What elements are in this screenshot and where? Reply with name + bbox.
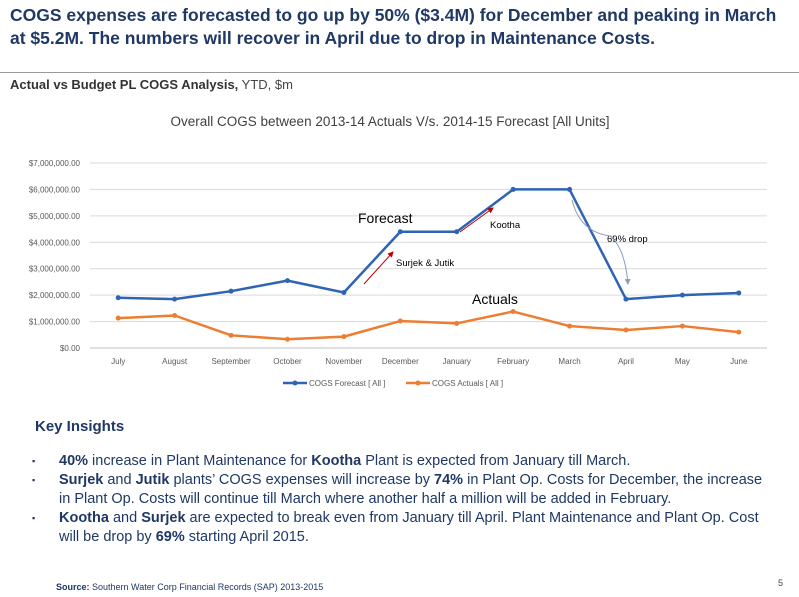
- x-tick-label: September: [211, 357, 250, 366]
- y-tick-label: $4,000,000.00: [29, 238, 81, 247]
- series-line-1: [118, 310, 739, 341]
- insight-text: increase in Plant Maintenance for: [88, 453, 312, 469]
- x-tick-label: April: [618, 357, 634, 366]
- subheader-bold: Actual vs Budget PL COGS Analysis,: [10, 77, 239, 92]
- x-tick-label: March: [558, 357, 580, 366]
- chart-title: Overall COGS between 2013-14 Actuals V/s…: [171, 114, 610, 129]
- insight-text: Plant is expected from January till Marc…: [361, 453, 631, 469]
- data-point: [228, 288, 234, 294]
- drop-arrow: [571, 199, 631, 285]
- annotation-surjek-jutik: Surjek & Jutik: [396, 258, 454, 269]
- data-point: [736, 290, 742, 296]
- insight-bold: Jutik: [135, 472, 170, 488]
- y-tick-label: $0.00: [60, 344, 81, 353]
- insight-item: ▪ 40% increase in Plant Maintenance for K…: [32, 452, 772, 471]
- legend-label: COGS Actuals [ All ]: [432, 379, 503, 388]
- subheader-normal: YTD, $m: [238, 77, 293, 92]
- insight-text: and: [108, 510, 142, 526]
- insight-item: ▪ Kootha and Surjek are expected to break…: [32, 509, 772, 547]
- y-axis: $0.00 $1,000,000.00 $2,000,000.00 $3,000,00…: [29, 159, 81, 353]
- x-axis: July August September October November Decemb…: [111, 357, 748, 366]
- page-number: 5: [778, 578, 784, 588]
- x-tick-label: July: [111, 357, 125, 366]
- data-point: [454, 229, 460, 235]
- annotation-drop: 69% drop: [607, 234, 648, 245]
- legend-marker: [292, 380, 298, 386]
- data-point: [172, 296, 178, 302]
- insight-text: starting April 2015.: [184, 529, 309, 545]
- data-point: [115, 295, 121, 301]
- data-point: [454, 320, 460, 326]
- data-point: [397, 318, 403, 324]
- insight-bold: 69%: [155, 529, 185, 545]
- data-point: [397, 229, 403, 235]
- source-note: Source: Southern Water Corp Financial Re…: [56, 582, 323, 592]
- x-tick-label: December: [382, 357, 419, 366]
- insight-bold: Surjek: [59, 472, 104, 488]
- insights-title: Key Insights: [35, 418, 125, 435]
- data-point: [736, 329, 742, 335]
- y-tick-label: $3,000,000.00: [29, 265, 81, 274]
- legend-label: COGS Forecast [ All ]: [309, 379, 385, 388]
- insight-bold: 40%: [59, 453, 89, 469]
- legend-marker: [415, 380, 421, 386]
- x-tick-label: November: [325, 357, 362, 366]
- series-line-0: [118, 188, 739, 301]
- source-label: Source:: [56, 582, 90, 592]
- data-point: [567, 186, 573, 192]
- insight-item: ▪ Surjek and Jutik plants’ COGS expenses …: [32, 471, 772, 509]
- data-point: [172, 312, 178, 318]
- insight-text: in Plant Op. Costs for December, the inc…: [59, 472, 763, 507]
- insight-text: and: [103, 472, 136, 488]
- insight-bold: Kootha: [59, 510, 109, 526]
- headline: COGS expenses are forecasted to go up by…: [10, 5, 777, 48]
- data-point: [228, 332, 234, 338]
- chart-legend: COGS Forecast [ All ] COGS Actuals [ All …: [283, 379, 503, 388]
- bullet-icon: ▪: [32, 456, 36, 466]
- annotation-kootha: Kootha: [490, 220, 521, 231]
- data-point: [341, 290, 347, 295]
- chart-series: [115, 186, 742, 342]
- x-tick-label: January: [442, 357, 470, 366]
- x-tick-label: February: [497, 357, 529, 366]
- data-point: [341, 334, 347, 340]
- chart-annotations: Forecast Actuals Surjek & Jutik Kootha 6…: [358, 199, 648, 307]
- data-point: [510, 186, 516, 192]
- data-point: [567, 323, 573, 329]
- annotation-actuals: Actuals: [472, 291, 518, 307]
- data-point: [679, 292, 685, 298]
- annotation-forecast: Forecast: [358, 210, 413, 226]
- subheader: Actual vs Budget PL COGS Analysis, YTD, …: [10, 77, 293, 92]
- x-tick-label: June: [730, 357, 748, 366]
- divider: [0, 72, 799, 73]
- y-tick-label: $2,000,000.00: [29, 291, 81, 300]
- y-tick-label: $6,000,000.00: [29, 185, 81, 194]
- insight-text: plants’ COGS expenses will increase by: [169, 472, 435, 488]
- x-tick-label: October: [273, 357, 302, 366]
- x-tick-label: August: [162, 357, 188, 366]
- data-point: [510, 309, 516, 315]
- insight-text: are expected to break even from January …: [59, 510, 759, 545]
- y-tick-label: $7,000,000.00: [29, 159, 81, 168]
- data-point: [623, 296, 629, 302]
- y-tick-label: $1,000,000.00: [29, 318, 81, 327]
- y-tick-label: $5,000,000.00: [29, 212, 81, 221]
- x-tick-label: May: [675, 357, 690, 366]
- kootha-arrow: [459, 207, 494, 233]
- insight-bold: 74%: [434, 472, 464, 488]
- data-point: [623, 327, 629, 333]
- data-point: [284, 336, 290, 342]
- bullet-icon: ▪: [32, 475, 36, 485]
- data-point: [115, 315, 121, 321]
- surjek-arrow: [363, 251, 394, 285]
- insights-list: ▪ 40% increase in Plant Maintenance for K…: [32, 452, 772, 547]
- source-text: Southern Water Corp Financial Records (S…: [89, 582, 324, 592]
- insight-bold: Surjek: [141, 510, 186, 526]
- cogs-line-chart: Overall COGS between 2013-14 Actuals V/s…: [29, 114, 767, 388]
- data-point: [284, 278, 290, 284]
- bullet-icon: ▪: [32, 513, 36, 523]
- insight-bold: Kootha: [311, 453, 362, 469]
- data-point: [679, 323, 685, 329]
